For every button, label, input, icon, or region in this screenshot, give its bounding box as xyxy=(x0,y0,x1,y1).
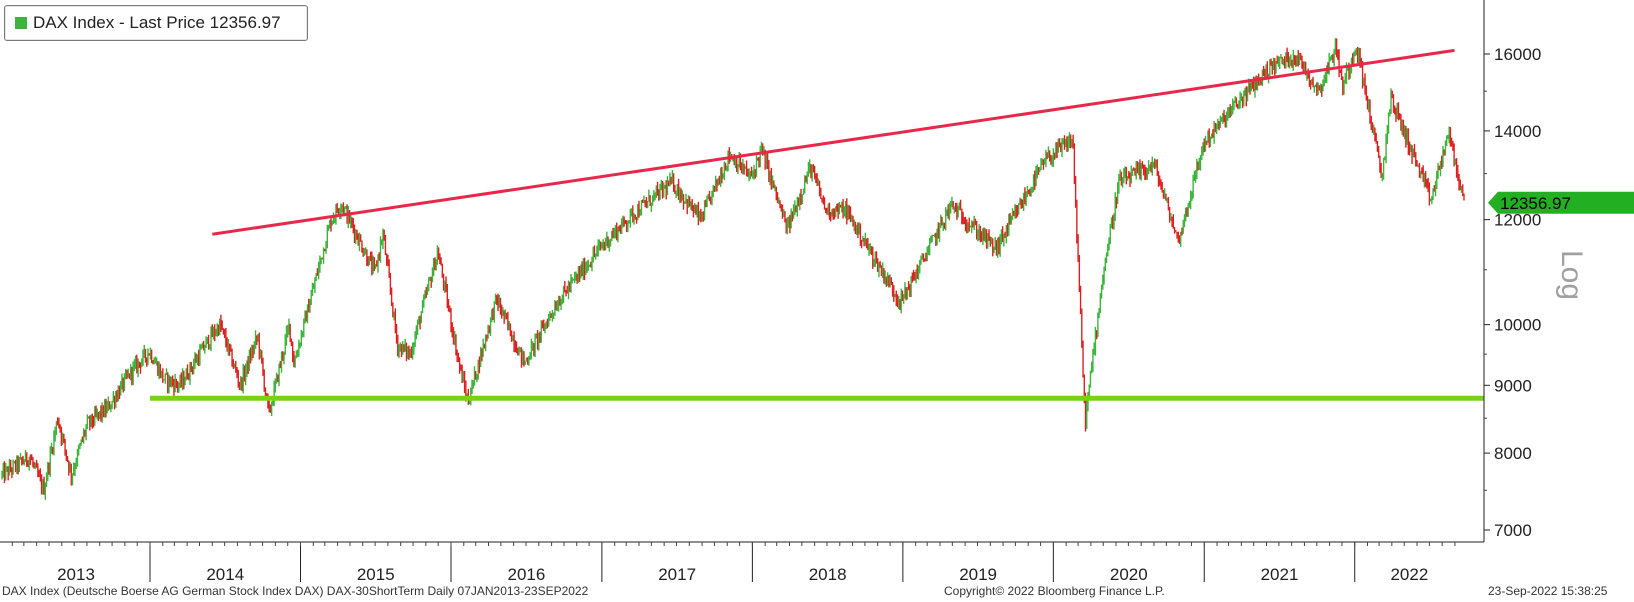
last-price-label: 12356.97 xyxy=(1500,194,1571,213)
y-tick-label: 9000 xyxy=(1494,376,1532,395)
x-tick-label: 2015 xyxy=(357,565,395,584)
last-price-tag xyxy=(1488,191,1634,214)
y-tick-label: 14000 xyxy=(1494,122,1541,141)
x-tick-label: 2014 xyxy=(206,565,244,584)
legend: DAX Index - Last Price 12356.97 xyxy=(4,5,308,41)
y-tick-label: 16000 xyxy=(1494,45,1541,64)
x-tick-label: 2016 xyxy=(508,565,546,584)
x-tick-label: 2017 xyxy=(658,565,696,584)
x-tick-label: 2013 xyxy=(57,565,95,584)
x-tick-label: 2019 xyxy=(959,565,997,584)
footer-timestamp: 23-Sep-2022 15:38:25 xyxy=(1488,584,1608,598)
legend-swatch-icon xyxy=(15,17,27,29)
axis-layer: 2013 2014 2015 2016 2017 2018 2019 2020 2021 2022… xyxy=(0,0,1634,584)
y-tick-label: 7000 xyxy=(1494,521,1532,540)
y-axis-scale-label: Log xyxy=(1555,250,1588,301)
y-tick-label: 8000 xyxy=(1494,444,1532,463)
x-tick-label: 2018 xyxy=(809,565,847,584)
footer-description: DAX Index (Deutsche Boerse AG German Sto… xyxy=(2,584,589,598)
x-tick-label: 2021 xyxy=(1261,565,1299,584)
trendline-layer xyxy=(150,48,1484,401)
x-tick-label: 2022 xyxy=(1390,565,1428,584)
y-tick-label: 10000 xyxy=(1494,316,1541,335)
footer-copyright: Copyright© 2022 Bloomberg Finance L.P. xyxy=(944,584,1165,598)
y-tick-label: 12000 xyxy=(1494,211,1541,230)
x-tick-label: 2020 xyxy=(1110,565,1148,584)
legend-label: DAX Index - Last Price 12356.97 xyxy=(33,13,281,32)
resistance-trendline xyxy=(212,48,1455,236)
plot-area xyxy=(1,38,1465,500)
